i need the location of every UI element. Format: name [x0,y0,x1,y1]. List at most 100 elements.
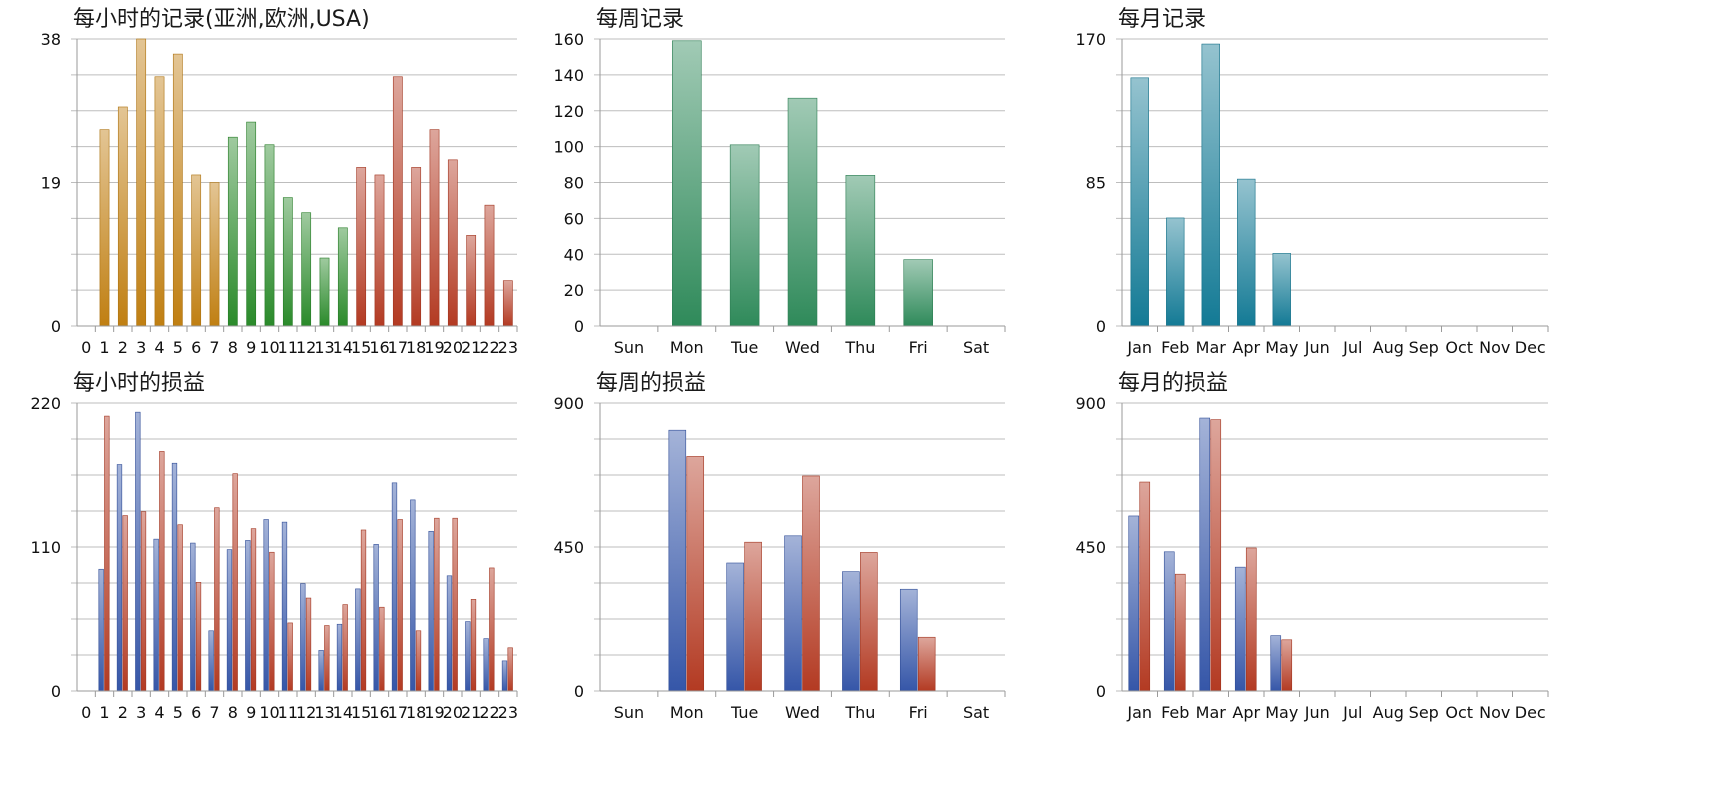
hourly-records-bar [447,159,458,327]
x-tick-label: 14 [333,338,353,357]
hourly-pnl-bar [250,528,257,692]
monthly-pnl-bar [1128,515,1140,692]
x-tick-label: Sun [614,703,644,722]
hourly-pnl-bar [122,515,128,692]
hourly-records-bar [356,167,367,327]
weekly-pnl-bar [744,541,762,692]
weekly-pnl-bar [686,456,705,692]
hourly-records-bar [502,280,513,327]
monthly-pnl-bar [1199,417,1211,692]
hourly-pnl-bar [208,630,214,692]
hourly-records-bar [301,212,312,327]
monthly-records-bar [1237,178,1256,327]
monthly-records-title: 每月记录 [1118,7,1206,32]
x-tick-label: 6 [191,703,201,722]
monthly-pnl-bar [1281,639,1293,692]
x-tick-label: Apr [1232,338,1260,357]
weekly-pnl-bar [668,429,687,692]
weekly-pnl-bar [917,636,936,692]
x-tick-label: Jan [1126,338,1152,357]
weekly-pnl-bar [802,475,820,692]
y-tick-label: 0 [1096,317,1106,336]
x-tick-label: Wed [785,703,820,722]
x-tick-label: 11 [278,703,298,722]
y-tick-label: 0 [51,682,61,701]
hourly-records-bar [429,129,440,327]
hourly-pnl-bar [190,542,196,692]
monthly-pnl-title: 每月的损益 [1118,371,1228,396]
x-tick-label: 18 [406,338,426,357]
y-tick-label: 160 [553,30,584,49]
y-tick-label: 450 [1075,538,1106,557]
x-tick-label: Sat [963,703,989,722]
x-tick-label: 5 [173,338,183,357]
hourly-pnl-bar [360,529,367,692]
x-tick-label: May [1265,703,1298,722]
x-tick-label: Jan [1126,703,1152,722]
hourly-pnl-bar [410,499,416,692]
hourly-pnl-bar [245,540,251,692]
hourly-pnl-bar [318,650,324,692]
hourly-records-bar [154,76,165,327]
x-tick-label: Jun [1304,703,1330,722]
x-tick-label: 21 [461,703,481,722]
hourly-records-bar [466,235,477,327]
y-tick-label: 40 [564,245,584,264]
hourly-records-bar [246,121,257,327]
y-tick-label: 450 [553,538,584,557]
x-tick-label: 2 [118,338,128,357]
monthly-records-bar [1130,77,1149,327]
y-tick-label: 0 [574,682,584,701]
hourly-pnl-bar [428,530,434,692]
x-tick-label: Tue [730,703,758,722]
x-tick-label: 7 [209,338,219,357]
x-tick-label: 11 [278,338,298,357]
x-tick-label: 12 [296,338,316,357]
monthly-records-bar [1272,253,1291,327]
y-tick-label: 120 [553,102,584,121]
weekly-records-title: 每周记录 [596,7,684,32]
x-tick-label: 17 [388,338,408,357]
y-tick-label: 220 [30,394,61,413]
x-tick-label: Fri [909,703,928,722]
x-tick-label: 16 [369,703,389,722]
hourly-records-bar [209,182,220,327]
hourly-pnl-bar [507,647,513,692]
x-tick-label: 14 [333,703,353,722]
x-tick-label: 2 [118,703,128,722]
hourly-pnl-bar [177,524,183,692]
x-tick-label: 9 [246,703,256,722]
y-tick-label: 170 [1075,30,1106,49]
x-tick-label: Dec [1515,338,1546,357]
y-tick-label: 140 [553,66,584,85]
hourly-pnl-bar [305,597,312,692]
x-tick-label: Feb [1161,703,1189,722]
hourly-records-bar [172,53,183,327]
x-tick-label: 0 [81,338,91,357]
x-tick-label: 18 [406,703,426,722]
hourly-pnl-bar [135,411,141,692]
monthly-pnl-bar [1163,551,1175,692]
y-tick-label: 80 [564,174,584,193]
hourly-records-bar [374,174,385,327]
hourly-pnl-bar [269,551,275,692]
hourly-pnl-bar [483,638,489,692]
hourly-pnl-bar [379,606,385,692]
hourly-pnl-bar [336,623,343,692]
hourly-records-bar [264,144,275,327]
monthly-records-bar [1201,43,1220,327]
x-tick-label: 22 [479,703,499,722]
monthly-records-bar [1166,217,1185,327]
x-tick-label: Sat [963,338,989,357]
x-tick-label: 8 [228,338,238,357]
x-tick-label: 4 [154,703,164,722]
monthly-pnl-bar [1174,573,1186,692]
hourly-records-bar [99,129,110,327]
hourly-pnl-bar [140,511,147,692]
x-tick-label: Nov [1479,338,1510,357]
x-tick-label: Thu [844,338,875,357]
hourly-pnl-title: 每小时的损益 [73,371,205,396]
x-tick-label: 5 [173,703,183,722]
hourly-pnl-bar [263,519,269,692]
hourly-pnl-bar [446,575,453,692]
